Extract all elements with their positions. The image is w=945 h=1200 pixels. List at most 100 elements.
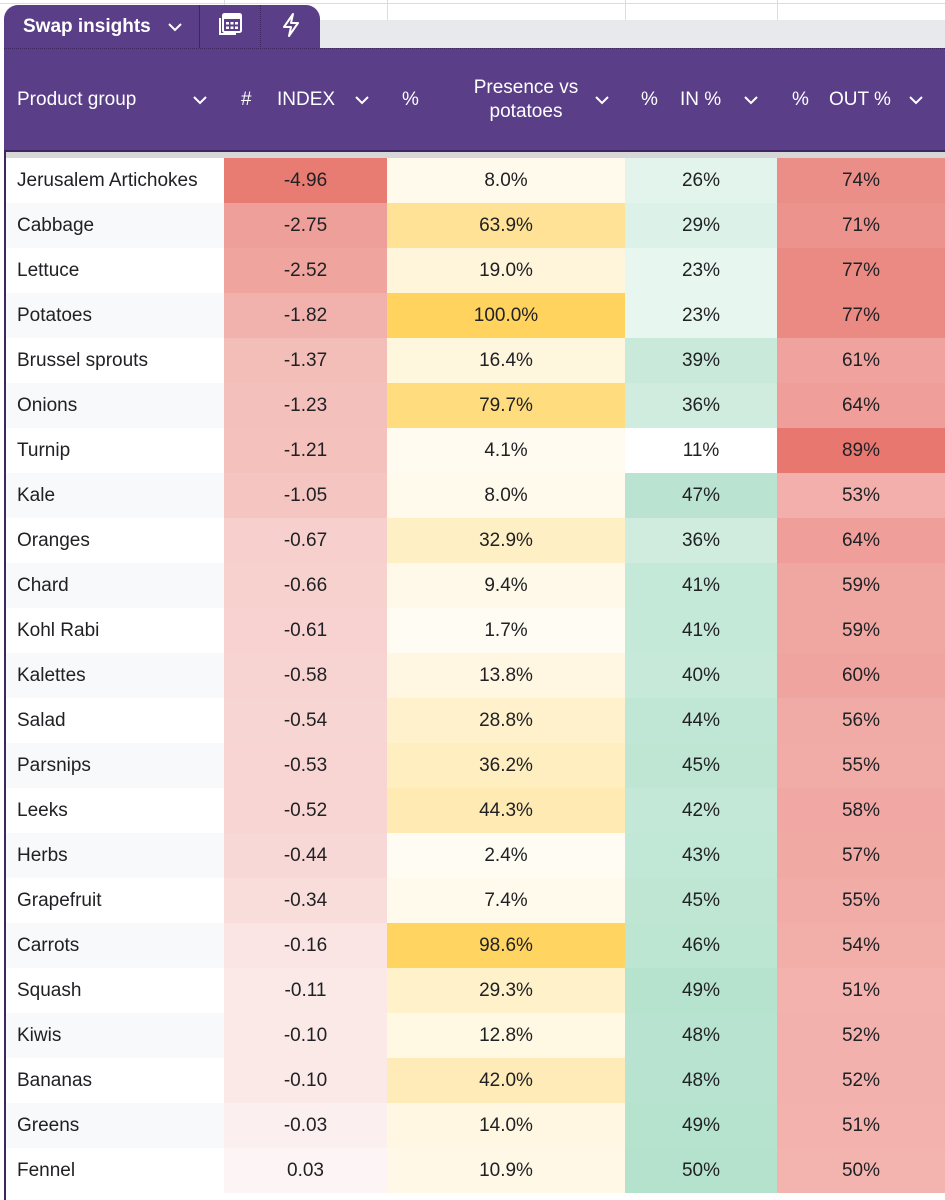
index-cell[interactable]: -0.11 bbox=[224, 968, 387, 1013]
out-percent-cell[interactable]: 52% bbox=[777, 1058, 945, 1103]
in-percent-cell[interactable]: 49% bbox=[625, 968, 777, 1013]
out-percent-cell[interactable]: 52% bbox=[777, 1013, 945, 1058]
in-percent-cell[interactable]: 39% bbox=[625, 338, 777, 383]
index-cell[interactable]: -0.61 bbox=[224, 608, 387, 653]
presence-cell[interactable]: 9.4% bbox=[387, 563, 625, 608]
chevron-down-icon[interactable] bbox=[743, 95, 759, 105]
out-percent-cell[interactable]: 58% bbox=[777, 788, 945, 833]
presence-cell[interactable]: 79.7% bbox=[387, 383, 625, 428]
table-row[interactable]: Fennel 0.03 10.9% 50% 50% bbox=[4, 1148, 945, 1193]
in-percent-cell[interactable]: 26% bbox=[625, 158, 777, 203]
lightning-button[interactable] bbox=[260, 5, 320, 49]
column-header-in[interactable]: % IN % bbox=[625, 49, 777, 151]
column-header-presence[interactable]: % Presence vs potatoes bbox=[387, 49, 625, 151]
out-percent-cell[interactable]: 51% bbox=[777, 1103, 945, 1148]
table-row[interactable]: Kalettes -0.58 13.8% 40% 60% bbox=[4, 653, 945, 698]
table-row[interactable]: Salad -0.54 28.8% 44% 56% bbox=[4, 698, 945, 743]
product-cell[interactable]: Turnip bbox=[4, 428, 224, 473]
presence-cell[interactable]: 13.8% bbox=[387, 653, 625, 698]
chevron-down-icon[interactable] bbox=[354, 95, 370, 105]
presence-cell[interactable]: 29.3% bbox=[387, 968, 625, 1013]
table-row[interactable]: Carrots -0.16 98.6% 46% 54% bbox=[4, 923, 945, 968]
out-percent-cell[interactable]: 61% bbox=[777, 338, 945, 383]
index-cell[interactable]: -0.67 bbox=[224, 518, 387, 563]
product-cell[interactable]: Bananas bbox=[4, 1058, 224, 1103]
product-cell[interactable]: Brussel sprouts bbox=[4, 338, 224, 383]
presence-cell[interactable]: 14.0% bbox=[387, 1103, 625, 1148]
table-row[interactable]: Bananas -0.10 42.0% 48% 52% bbox=[4, 1058, 945, 1103]
column-header-out[interactable]: % OUT % bbox=[777, 49, 945, 151]
product-cell[interactable]: Leeks bbox=[4, 788, 224, 833]
chevron-down-icon[interactable] bbox=[594, 95, 610, 105]
table-row[interactable]: Kale -1.05 8.0% 47% 53% bbox=[4, 473, 945, 518]
index-cell[interactable]: -0.44 bbox=[224, 833, 387, 878]
presence-cell[interactable]: 19.0% bbox=[387, 248, 625, 293]
table-row[interactable]: Brussel sprouts -1.37 16.4% 39% 61% bbox=[4, 338, 945, 383]
table-row[interactable]: Onions -1.23 79.7% 36% 64% bbox=[4, 383, 945, 428]
out-percent-cell[interactable]: 64% bbox=[777, 383, 945, 428]
index-cell[interactable]: -1.05 bbox=[224, 473, 387, 518]
presence-cell[interactable]: 16.4% bbox=[387, 338, 625, 383]
out-percent-cell[interactable]: 57% bbox=[777, 833, 945, 878]
index-cell[interactable]: -2.75 bbox=[224, 203, 387, 248]
product-cell[interactable]: Grapefruit bbox=[4, 878, 224, 923]
product-cell[interactable]: Kiwis bbox=[4, 1013, 224, 1058]
presence-cell[interactable]: 8.0% bbox=[387, 473, 625, 518]
table-row[interactable]: Greens -0.03 14.0% 49% 51% bbox=[4, 1103, 945, 1148]
column-header-index[interactable]: # INDEX bbox=[224, 49, 387, 151]
in-percent-cell[interactable]: 43% bbox=[625, 833, 777, 878]
in-percent-cell[interactable]: 23% bbox=[625, 293, 777, 338]
in-percent-cell[interactable]: 49% bbox=[625, 1103, 777, 1148]
table-row[interactable]: Cabbage -2.75 63.9% 29% 71% bbox=[4, 203, 945, 248]
index-cell[interactable]: -0.58 bbox=[224, 653, 387, 698]
presence-cell[interactable]: 44.3% bbox=[387, 788, 625, 833]
index-cell[interactable]: -0.16 bbox=[224, 923, 387, 968]
in-percent-cell[interactable]: 44% bbox=[625, 698, 777, 743]
product-cell[interactable]: Fennel bbox=[4, 1148, 224, 1193]
index-cell[interactable]: -2.52 bbox=[224, 248, 387, 293]
table-row[interactable]: Leeks -0.52 44.3% 42% 58% bbox=[4, 788, 945, 833]
in-percent-cell[interactable]: 42% bbox=[625, 788, 777, 833]
presence-cell[interactable]: 42.0% bbox=[387, 1058, 625, 1103]
in-percent-cell[interactable]: 50% bbox=[625, 1148, 777, 1193]
product-cell[interactable]: Potatoes bbox=[4, 293, 224, 338]
index-cell[interactable]: -4.96 bbox=[224, 158, 387, 203]
index-cell[interactable]: -0.03 bbox=[224, 1103, 387, 1148]
presence-cell[interactable]: 36.2% bbox=[387, 743, 625, 788]
product-cell[interactable]: Kalettes bbox=[4, 653, 224, 698]
out-percent-cell[interactable]: 56% bbox=[777, 698, 945, 743]
presence-cell[interactable]: 28.8% bbox=[387, 698, 625, 743]
table-row[interactable]: Oranges -0.67 32.9% 36% 64% bbox=[4, 518, 945, 563]
in-percent-cell[interactable]: 23% bbox=[625, 248, 777, 293]
table-row[interactable]: Kiwis -0.10 12.8% 48% 52% bbox=[4, 1013, 945, 1058]
presence-cell[interactable]: 2.4% bbox=[387, 833, 625, 878]
chevron-down-icon[interactable] bbox=[908, 95, 924, 105]
product-cell[interactable]: Kale bbox=[4, 473, 224, 518]
out-percent-cell[interactable]: 71% bbox=[777, 203, 945, 248]
in-percent-cell[interactable]: 40% bbox=[625, 653, 777, 698]
in-percent-cell[interactable]: 36% bbox=[625, 518, 777, 563]
index-cell[interactable]: -1.82 bbox=[224, 293, 387, 338]
index-cell[interactable]: -0.52 bbox=[224, 788, 387, 833]
out-percent-cell[interactable]: 54% bbox=[777, 923, 945, 968]
in-percent-cell[interactable]: 47% bbox=[625, 473, 777, 518]
out-percent-cell[interactable]: 59% bbox=[777, 608, 945, 653]
in-percent-cell[interactable]: 11% bbox=[625, 428, 777, 473]
out-percent-cell[interactable]: 51% bbox=[777, 968, 945, 1013]
product-cell[interactable]: Carrots bbox=[4, 923, 224, 968]
product-cell[interactable]: Cabbage bbox=[4, 203, 224, 248]
out-percent-cell[interactable]: 50% bbox=[777, 1148, 945, 1193]
product-cell[interactable]: Jerusalem Artichokes bbox=[4, 158, 224, 203]
in-percent-cell[interactable]: 41% bbox=[625, 608, 777, 653]
in-percent-cell[interactable]: 45% bbox=[625, 878, 777, 923]
table-row[interactable]: Kohl Rabi -0.61 1.7% 41% 59% bbox=[4, 608, 945, 653]
chevron-down-icon[interactable] bbox=[192, 95, 208, 105]
product-cell[interactable]: Salad bbox=[4, 698, 224, 743]
out-percent-cell[interactable]: 89% bbox=[777, 428, 945, 473]
index-cell[interactable]: -1.23 bbox=[224, 383, 387, 428]
out-percent-cell[interactable]: 55% bbox=[777, 878, 945, 923]
table-row[interactable]: Herbs -0.44 2.4% 43% 57% bbox=[4, 833, 945, 878]
index-cell[interactable]: -0.10 bbox=[224, 1058, 387, 1103]
product-cell[interactable]: Parsnips bbox=[4, 743, 224, 788]
product-cell[interactable]: Oranges bbox=[4, 518, 224, 563]
